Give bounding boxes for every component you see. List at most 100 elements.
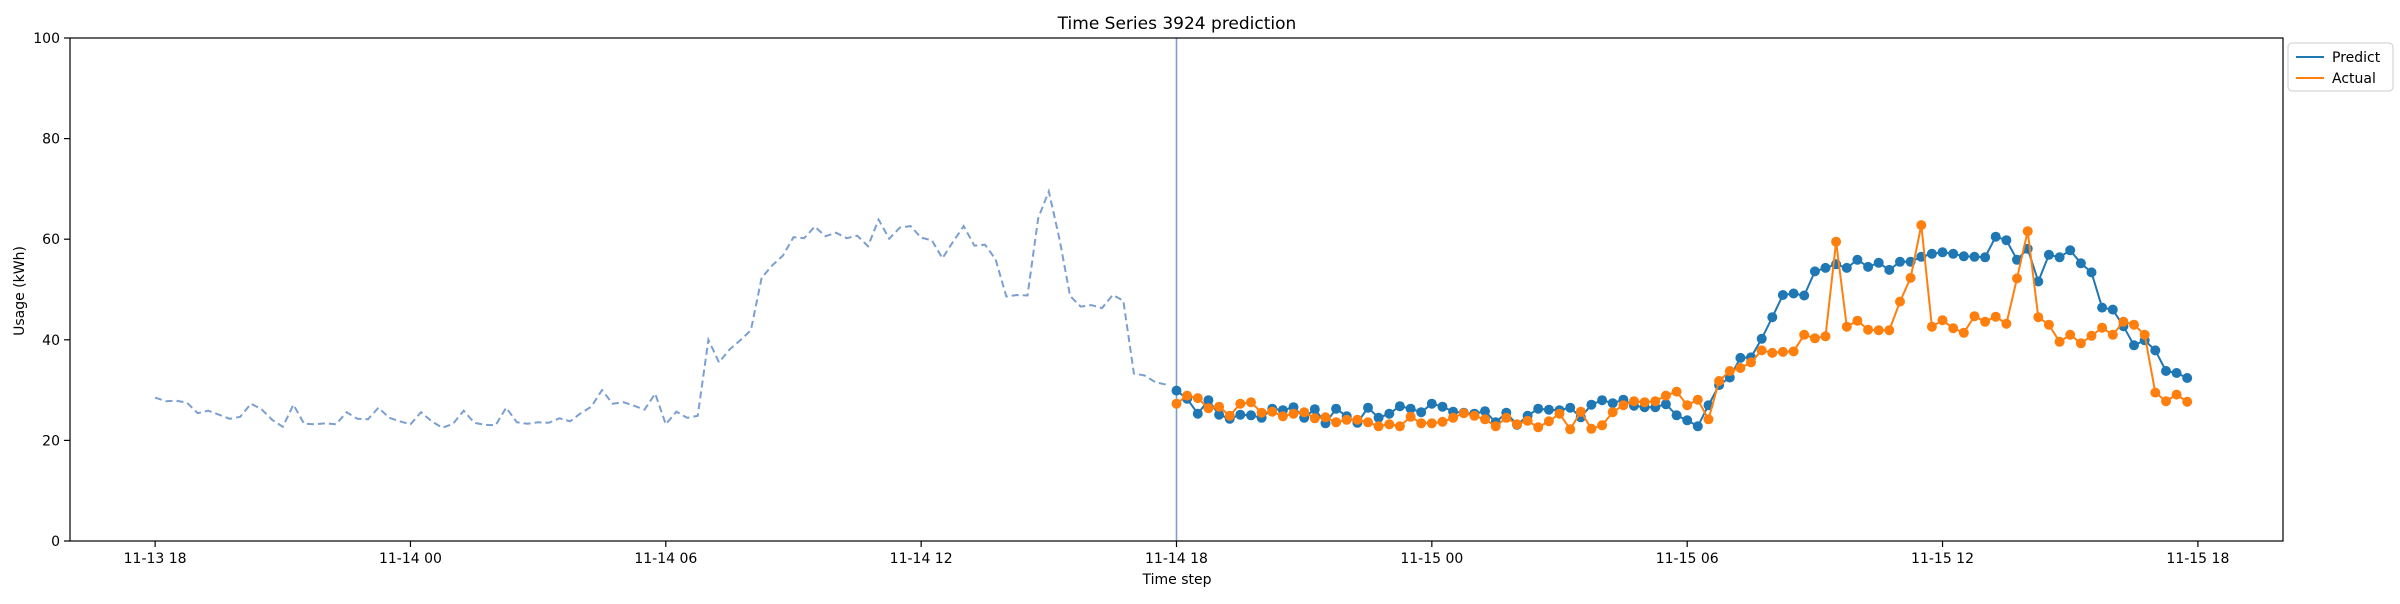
actual-point [1916,220,1927,231]
predict-point [2086,267,2097,278]
actual-point [1373,421,1384,432]
x-tick-label: 11-14 12 [890,551,953,567]
actual-point [1586,423,1597,434]
actual-point [1277,411,1288,422]
predict-point [1799,290,1810,301]
actual-point [1256,407,1267,418]
y-tick-label: 0 [51,534,60,550]
actual-point [1458,408,1469,419]
predict-point [2161,366,2171,376]
actual-point [1639,397,1650,408]
predict-point [1767,312,1778,323]
predict-point [1607,398,1618,409]
predict-point [1586,399,1597,410]
actual-point [1809,333,1820,344]
actual-point [2022,226,2033,237]
actual-point [1501,412,1512,423]
actual-point [2161,396,2171,407]
actual-point [1629,396,1639,407]
actual-point [1426,418,1437,429]
actual-point [1469,410,1480,421]
actual-point [1820,331,1831,342]
actual-point [1214,401,1225,412]
actual-point [1235,398,1246,409]
actual-point [2182,396,2193,407]
actual-point [2107,329,2118,340]
predict-point [1331,403,1342,414]
actual-point [2139,329,2150,340]
history-line [154,188,1167,429]
x-tick-label: 11-13 18 [124,551,187,567]
actual-point [2150,387,2161,398]
actual-point [2054,336,2065,347]
predict-point [1437,401,1448,412]
predict-point [1426,398,1437,409]
actual-point [1852,315,1863,326]
x-tick-label: 11-14 00 [379,551,442,567]
predict-point [1203,395,1214,406]
actual-point [1490,421,1501,432]
predict-point [1969,251,1980,262]
actual-point [2097,322,2108,333]
actual-point [1618,400,1629,411]
actual-point [2065,329,2076,340]
actual-point [1767,347,1778,358]
predict-point [1682,415,1693,426]
predict-point [1192,408,1203,419]
actual-point [1405,411,1416,422]
x-tick-label: 11-15 06 [1656,551,1719,567]
predict-point [1543,404,1554,415]
actual-point [1394,421,1405,432]
predict-point [2171,368,2182,378]
x-tick-label: 11-14 18 [1145,551,1208,567]
actual-point [1437,416,1448,427]
actual-point [1565,424,1576,435]
predict-point [1597,395,1608,406]
actual-point [1246,397,1256,408]
actual-point [1182,390,1193,401]
actual-point [1607,407,1618,418]
legend-label-actual: Actual [2332,71,2376,87]
actual-point [2012,273,2022,284]
predict-point [2054,252,2065,263]
actual-point [1341,414,1352,425]
actual-point [1671,386,1682,397]
actual-point [1873,325,1884,336]
actual-point [1958,327,1969,338]
predict-point [2033,276,2044,287]
predict-point [2012,254,2022,265]
actual-point [1650,396,1661,407]
predict-point [1671,410,1682,421]
predict-point [2107,304,2118,315]
actual-point [1841,321,1852,332]
predict-point [1373,412,1384,423]
x-tick-label: 11-15 18 [2166,551,2229,567]
actual-point [1948,323,1959,334]
predict-point [1309,404,1320,415]
predict-point [1884,264,1895,275]
actual-point [1384,419,1395,430]
predict-point [1980,252,1991,263]
actual-point [2075,338,2086,349]
predict-point [1480,406,1490,417]
actual-point [1703,414,1714,425]
actual-point [1990,311,2001,322]
predict-point [1873,257,1884,268]
predict-point [1246,410,1256,421]
actual-point [1533,422,1544,433]
axes: 0 20 40 60 80 100 11-13 18 11-14 00 11-14 06 11-1… [33,31,2284,567]
actual-point [1331,417,1342,428]
actual-point [1171,398,1182,409]
x-tick-label: 11-14 06 [634,551,697,567]
actual-point [1682,400,1693,411]
actual-point [1980,316,1991,327]
actual-point [2118,316,2129,327]
predict-point [1756,333,1767,344]
predict-point [1788,288,1799,299]
actual-point [1746,357,1756,368]
predict-point [1405,403,1416,414]
actual-point [1224,410,1235,421]
actual-point [1756,345,1767,356]
predict-point [2065,245,2076,256]
predict-point [1937,247,1948,258]
